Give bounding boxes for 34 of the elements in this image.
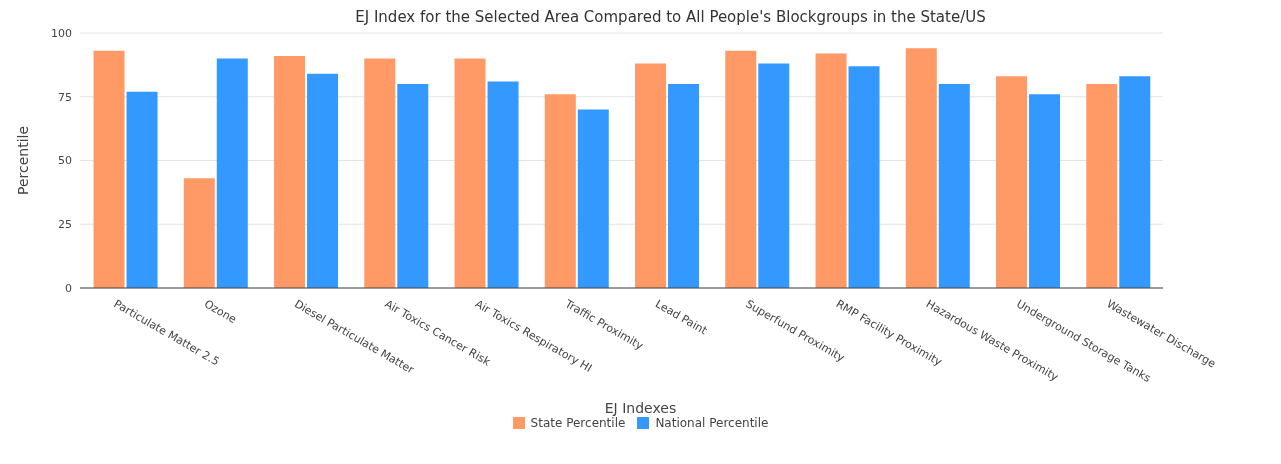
- bar: [397, 84, 429, 288]
- bar: [815, 53, 847, 288]
- y-axis-title: Percentile: [14, 125, 31, 196]
- bar: [1119, 76, 1151, 288]
- chart-title: EJ Index for the Selected Area Compared to All People's Blockgroups in the State/US: [354, 8, 987, 28]
- bar: [1029, 94, 1061, 288]
- bar: [905, 48, 937, 288]
- bar: [996, 76, 1028, 288]
- y-tick-label: 50: [58, 154, 72, 168]
- bar: [126, 91, 158, 288]
- bar: [635, 63, 667, 288]
- bar: [848, 66, 880, 288]
- bar: [454, 58, 486, 288]
- legend-label: National Percentile: [654, 416, 769, 430]
- bar: [183, 178, 215, 288]
- bar: [274, 55, 306, 288]
- y-tick-label: 75: [58, 90, 72, 104]
- bar: [364, 58, 396, 288]
- bar: [307, 73, 339, 288]
- bar: [668, 84, 700, 288]
- bar: [938, 84, 970, 288]
- bar: [487, 81, 519, 288]
- bar: [725, 50, 757, 288]
- bar: [544, 94, 576, 288]
- bar: [1086, 84, 1118, 288]
- bar: [577, 109, 609, 288]
- legend-label: State Percentile: [529, 416, 626, 430]
- bar: [216, 58, 248, 288]
- y-tick-label: 0: [65, 281, 72, 295]
- y-tick-label: 100: [51, 26, 72, 40]
- legend-title: EJ Indexes: [603, 400, 678, 416]
- bar: [758, 63, 790, 288]
- bar: [93, 50, 125, 288]
- y-tick-label: 25: [58, 218, 72, 232]
